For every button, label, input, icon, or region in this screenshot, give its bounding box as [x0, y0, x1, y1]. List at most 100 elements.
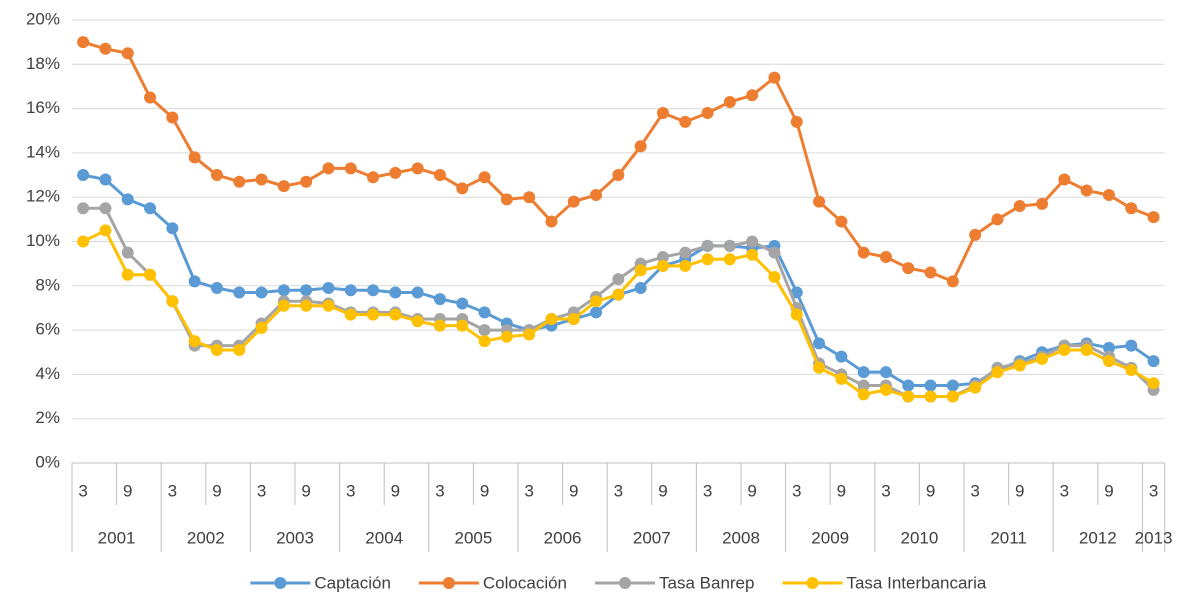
data-point: [344, 284, 357, 297]
data-point: [634, 282, 647, 295]
y-tick-label: 4%: [35, 364, 60, 383]
data-point: [77, 36, 90, 49]
data-point: [77, 202, 90, 215]
data-point: [121, 246, 134, 259]
data-point: [344, 162, 357, 175]
year-label: 2006: [544, 528, 582, 547]
x-tick-label: 3: [703, 481, 712, 500]
data-point: [545, 215, 558, 228]
data-point: [121, 268, 134, 281]
data-point: [1080, 184, 1093, 197]
data-point: [389, 286, 402, 299]
y-tick-label: 12%: [26, 187, 60, 206]
year-label: 2003: [276, 528, 314, 547]
x-tick-label: 9: [1015, 481, 1024, 500]
data-point: [723, 253, 736, 266]
x-tick-label: 9: [480, 481, 489, 500]
data-point: [344, 308, 357, 321]
data-point: [679, 246, 692, 259]
year-label: 2011: [990, 528, 1027, 547]
data-point: [188, 275, 201, 288]
data-point: [701, 253, 714, 266]
x-tick-label: 3: [346, 481, 355, 500]
data-point: [590, 306, 603, 319]
data-point: [679, 259, 692, 272]
legend-marker: [806, 577, 819, 589]
x-tick-label: 3: [970, 481, 979, 500]
data-point: [991, 213, 1004, 226]
data-point: [1036, 197, 1049, 210]
year-label: 2004: [365, 528, 403, 547]
legend-label: Tasa Interbancaria: [846, 573, 986, 592]
data-point: [277, 299, 290, 312]
data-point: [857, 246, 870, 259]
data-point: [77, 169, 90, 182]
data-point: [500, 330, 513, 343]
data-point: [1147, 377, 1160, 390]
data-point: [210, 344, 223, 357]
x-tick-label: 3: [1060, 481, 1069, 500]
data-point: [879, 383, 892, 396]
data-point: [902, 390, 915, 403]
legend-label: Colocación: [483, 573, 567, 592]
x-tick-label: 3: [792, 481, 801, 500]
data-point: [1147, 211, 1160, 224]
data-point: [612, 273, 625, 286]
year-label: 2005: [454, 528, 492, 547]
series-line: [82, 40, 1155, 283]
data-point: [790, 115, 803, 128]
y-tick-label: 8%: [35, 275, 60, 294]
data-point: [723, 95, 736, 108]
data-point: [1102, 341, 1115, 354]
legend-marker: [274, 577, 287, 589]
data-point: [746, 235, 759, 248]
data-point: [411, 315, 424, 328]
data-point: [255, 321, 268, 334]
data-point: [857, 366, 870, 379]
y-tick-label: 10%: [26, 231, 60, 250]
data-point: [924, 379, 937, 392]
x-tick-label: 3: [614, 481, 623, 500]
data-point: [478, 324, 491, 337]
data-point: [1013, 200, 1026, 213]
data-point: [1036, 352, 1049, 365]
data-point: [701, 239, 714, 252]
data-point: [879, 251, 892, 264]
data-point: [590, 295, 603, 308]
data-point: [924, 266, 937, 279]
x-tick-label: 9: [301, 481, 310, 500]
data-point: [768, 71, 781, 84]
data-point: [813, 337, 826, 350]
y-tick-label: 0%: [35, 452, 60, 471]
data-point: [790, 308, 803, 321]
data-point: [1080, 344, 1093, 357]
data-point: [590, 188, 603, 201]
x-tick-label: 9: [747, 481, 756, 500]
data-point: [322, 162, 335, 175]
data-point: [300, 175, 313, 188]
data-point: [1058, 173, 1071, 186]
data-point: [1058, 344, 1071, 357]
data-point: [857, 379, 870, 392]
data-point: [210, 282, 223, 295]
year-label: 2013: [1135, 528, 1173, 547]
data-point: [946, 390, 959, 403]
data-point: [144, 91, 157, 104]
data-point: [367, 308, 380, 321]
x-tick-label: 3: [881, 481, 890, 500]
data-point: [456, 319, 469, 332]
data-point: [99, 173, 112, 186]
data-point: [188, 335, 201, 348]
data-point: [478, 306, 491, 319]
x-tick-label: 9: [1104, 481, 1113, 500]
x-tick-label: 3: [168, 481, 177, 500]
data-point: [1125, 339, 1138, 352]
x-tick-label: 9: [837, 481, 846, 500]
data-point: [277, 284, 290, 297]
data-point: [188, 151, 201, 164]
data-point: [166, 222, 179, 235]
y-tick-label: 6%: [35, 320, 60, 339]
legend-label: Captación: [314, 573, 391, 592]
x-tick-label: 9: [212, 481, 221, 500]
